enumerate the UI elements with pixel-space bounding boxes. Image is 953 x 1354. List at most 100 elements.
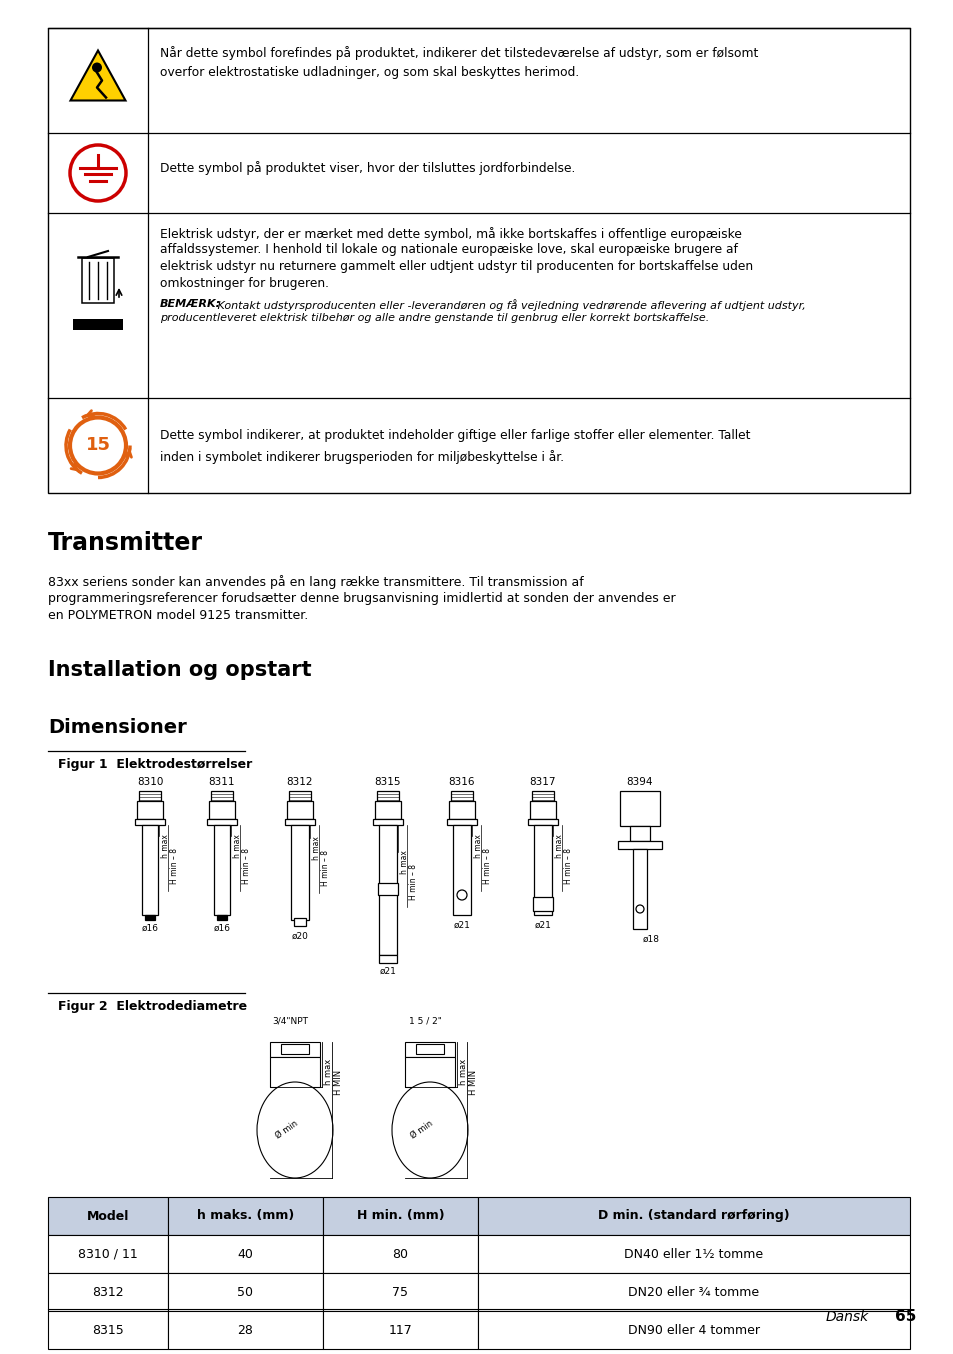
Text: Dimensioner: Dimensioner <box>48 718 187 737</box>
Text: 3/4"NPT: 3/4"NPT <box>272 1016 308 1025</box>
Text: h max: h max <box>474 834 482 858</box>
Bar <box>377 883 397 895</box>
Bar <box>142 825 158 915</box>
Bar <box>145 915 154 919</box>
Text: H min – 8: H min – 8 <box>242 848 251 884</box>
Bar <box>209 802 234 819</box>
Bar <box>629 826 649 841</box>
Text: producentleveret elektrisk tilbehør og alle andre genstande til genbrug eller ko: producentleveret elektrisk tilbehør og a… <box>160 313 708 324</box>
Text: Dansk: Dansk <box>825 1311 868 1324</box>
Circle shape <box>456 890 467 900</box>
Bar <box>48 1311 168 1349</box>
Text: 40: 40 <box>237 1247 253 1261</box>
Text: H min. (mm): H min. (mm) <box>356 1209 444 1223</box>
Text: 8310 / 11: 8310 / 11 <box>78 1247 138 1261</box>
Bar <box>378 825 396 955</box>
Text: 8312: 8312 <box>92 1285 124 1298</box>
Bar <box>270 1043 319 1057</box>
Text: H min – 8: H min – 8 <box>563 848 573 884</box>
Text: h max: h max <box>555 834 563 858</box>
Bar <box>270 1057 319 1087</box>
Bar <box>211 791 233 802</box>
Text: en POLYMETRON model 9125 transmitter.: en POLYMETRON model 9125 transmitter. <box>48 609 308 621</box>
Text: 83xx seriens sonder kan anvendes på en lang række transmittere. Til transmission: 83xx seriens sonder kan anvendes på en l… <box>48 575 583 589</box>
Bar <box>168 1197 323 1235</box>
Text: programmeringsreferencer forudsætter denne brugsanvisning imidlertid at sonden d: programmeringsreferencer forudsætter den… <box>48 592 675 605</box>
Bar <box>168 1235 323 1273</box>
Bar <box>477 1273 909 1311</box>
Text: h maks. (mm): h maks. (mm) <box>196 1209 294 1223</box>
Text: Model: Model <box>87 1209 129 1223</box>
Text: 8310: 8310 <box>136 777 163 787</box>
Text: 8394: 8394 <box>626 777 653 787</box>
Bar <box>416 1044 443 1053</box>
Bar <box>139 791 161 802</box>
Bar <box>289 791 311 802</box>
Text: 8311: 8311 <box>209 777 235 787</box>
Text: H MIN: H MIN <box>334 1070 343 1094</box>
Bar <box>405 1043 455 1057</box>
Text: 15: 15 <box>86 436 111 454</box>
Bar <box>376 791 398 802</box>
Polygon shape <box>71 50 126 100</box>
Text: ø21: ø21 <box>453 921 470 930</box>
Text: h max: h max <box>161 834 170 858</box>
Bar <box>294 918 306 926</box>
Text: omkostninger for brugeren.: omkostninger for brugeren. <box>160 276 329 290</box>
Text: Dette symbol på produktet viser, hvor der tilsluttes jordforbindelse.: Dette symbol på produktet viser, hvor de… <box>160 161 575 175</box>
Text: 8317: 8317 <box>529 777 556 787</box>
Text: 8315: 8315 <box>375 777 401 787</box>
Text: 65: 65 <box>894 1309 916 1324</box>
Text: Figur 1  Elektrodestørrelser: Figur 1 Elektrodestørrelser <box>58 758 252 770</box>
Bar <box>527 819 558 825</box>
Text: ø16: ø16 <box>213 923 231 933</box>
Bar <box>216 915 227 919</box>
Circle shape <box>91 62 102 73</box>
Text: ø16: ø16 <box>141 923 158 933</box>
Bar <box>285 819 314 825</box>
Bar <box>477 1311 909 1349</box>
Text: 28: 28 <box>237 1323 253 1336</box>
Bar <box>291 825 309 919</box>
Bar <box>48 1235 168 1273</box>
Bar <box>453 825 471 915</box>
Text: h max: h max <box>399 850 409 873</box>
Text: 8315: 8315 <box>92 1323 124 1336</box>
Bar <box>405 1057 455 1087</box>
Text: Installation og opstart: Installation og opstart <box>48 659 312 680</box>
Text: D min. (standard rørføring): D min. (standard rørføring) <box>598 1209 789 1223</box>
Bar <box>73 320 123 330</box>
Bar <box>82 259 113 303</box>
Text: h max: h max <box>458 1059 468 1085</box>
Text: DN90 eller 4 tommer: DN90 eller 4 tommer <box>627 1323 760 1336</box>
Bar <box>48 28 909 493</box>
Bar <box>207 819 236 825</box>
Text: Kontakt udstyrsproducenten eller -leverandøren og få vejledning vedrørende aflev: Kontakt udstyrsproducenten eller -levera… <box>213 299 805 311</box>
Bar <box>447 819 476 825</box>
Bar <box>323 1311 477 1349</box>
Bar <box>323 1235 477 1273</box>
Bar <box>168 1311 323 1349</box>
Bar <box>375 802 400 819</box>
Circle shape <box>70 145 126 200</box>
Bar <box>373 819 402 825</box>
Text: Transmitter: Transmitter <box>48 531 203 555</box>
Text: Når dette symbol forefindes på produktet, indikerer det tilstedeværelse af udsty: Når dette symbol forefindes på produktet… <box>160 46 758 60</box>
Text: 50: 50 <box>237 1285 253 1298</box>
Bar <box>449 802 475 819</box>
Text: H min – 8: H min – 8 <box>482 848 492 884</box>
Text: Figur 2  Elektrodediametre: Figur 2 Elektrodediametre <box>58 1001 247 1013</box>
Text: Elektrisk udstyr, der er mærket med dette symbol, må ikke bortskaffes i offentli: Elektrisk udstyr, der er mærket med dett… <box>160 227 741 241</box>
Text: Ø min: Ø min <box>274 1120 299 1141</box>
Circle shape <box>636 904 643 913</box>
Bar <box>532 791 554 802</box>
Bar <box>48 1197 168 1235</box>
Text: ø20: ø20 <box>292 932 308 941</box>
Text: h max: h max <box>312 835 320 860</box>
Text: ø21: ø21 <box>534 921 551 930</box>
Ellipse shape <box>256 1082 333 1178</box>
Text: inden i symbolet indikerer brugsperioden for miljøbeskyttelse i år.: inden i symbolet indikerer brugsperioden… <box>160 451 563 464</box>
Text: h max: h max <box>233 834 242 858</box>
Text: 75: 75 <box>392 1285 408 1298</box>
Text: 8316: 8316 <box>448 777 475 787</box>
